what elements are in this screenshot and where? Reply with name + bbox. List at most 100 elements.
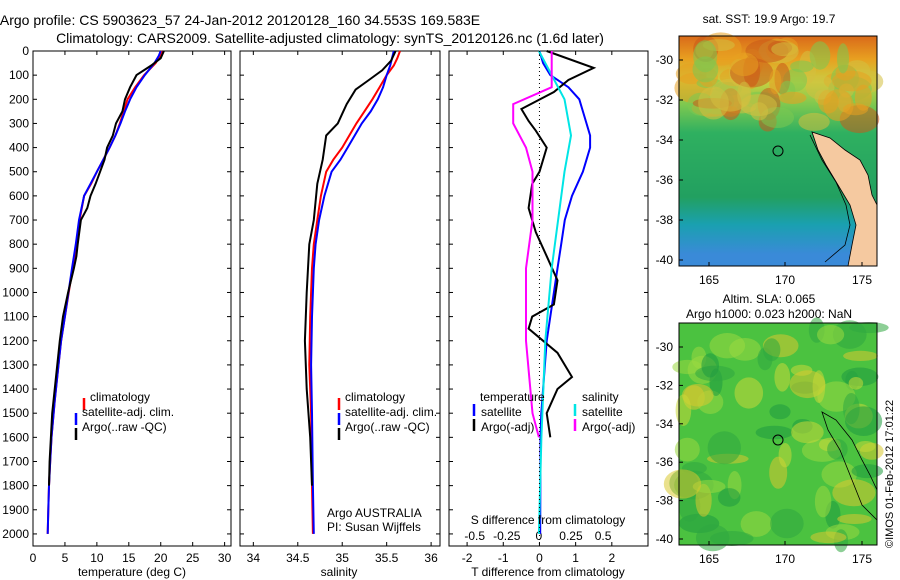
map-texture xyxy=(769,69,782,95)
legend-s-satellite: satellite xyxy=(582,405,623,419)
x-tick-label: -2 xyxy=(462,551,473,565)
figure-title-line1: Argo profile: CS 5903623_57 24-Jan-2012 … xyxy=(0,12,481,28)
map-y-tick-label: -38 xyxy=(656,494,674,508)
legend-s-argo: Argo(-adj) xyxy=(582,420,635,434)
y-tick-label: 1100 xyxy=(3,310,29,324)
map-texture xyxy=(810,531,847,544)
x-tick-label: 0 xyxy=(30,551,37,565)
x-tick-label: 34.5 xyxy=(286,551,310,565)
y-tick-label: 500 xyxy=(9,165,29,179)
y-tick-label: 1500 xyxy=(2,406,29,420)
map-y-tick-label: -36 xyxy=(656,173,674,187)
map-x-tick-label: 170 xyxy=(775,552,795,566)
map-texture xyxy=(763,338,781,362)
x-tick-label: 35 xyxy=(336,551,350,565)
legend-satellite-adj: satellite-adj. clim. xyxy=(82,405,174,419)
map-texture xyxy=(740,511,772,537)
legend-t-argo: Argo(-adj) xyxy=(481,420,534,434)
y-tick-label: 700 xyxy=(9,213,29,227)
map-y-tick-label: -30 xyxy=(656,340,674,354)
map-texture xyxy=(710,531,754,546)
map-texture xyxy=(798,112,830,131)
y-tick-label: 1900 xyxy=(2,503,29,517)
map-texture xyxy=(675,394,692,427)
map-texture xyxy=(812,370,826,403)
map-texture xyxy=(770,508,804,539)
y-tick-label: 900 xyxy=(9,261,29,275)
map-texture xyxy=(701,353,719,378)
map-texture xyxy=(809,41,831,70)
series-line xyxy=(303,50,397,486)
legend-climatology: climatology xyxy=(345,390,405,404)
map-y-tick-label: -34 xyxy=(656,417,674,431)
series-line xyxy=(310,50,395,534)
map-texture xyxy=(855,441,876,452)
y-tick-label: 1200 xyxy=(2,334,29,348)
y-tick-label: 1400 xyxy=(2,382,29,396)
map-texture xyxy=(663,469,702,499)
y-tick-label: 100 xyxy=(9,68,29,82)
series-line xyxy=(519,50,597,438)
x-tick-label: -1 xyxy=(498,551,509,565)
salinity-legend: climatology satellite-adj. clim. Argo(..… xyxy=(337,390,437,440)
map-x-tick-label: 170 xyxy=(775,273,795,287)
x-tick-label: 35.5 xyxy=(375,551,399,565)
series-line xyxy=(48,50,165,486)
map-texture xyxy=(817,325,845,345)
map-texture xyxy=(682,383,714,407)
map-texture xyxy=(729,52,759,77)
map-texture xyxy=(837,514,872,524)
map-texture xyxy=(729,338,761,361)
argo-location-marker xyxy=(772,145,784,157)
argo-location-marker xyxy=(772,434,784,446)
s-tick-label: -0.25 xyxy=(493,529,521,543)
map-texture xyxy=(717,488,741,507)
map-texture xyxy=(843,350,878,361)
temperature-xlabel: temperature (deg C) xyxy=(78,565,186,579)
x-tick-label: 15 xyxy=(122,551,136,565)
map-texture xyxy=(774,363,791,392)
map-texture xyxy=(750,102,769,121)
map-texture xyxy=(832,479,876,507)
y-tick-label: 1700 xyxy=(2,454,29,468)
imos-credit: ©IMOS 01-Feb-2012 17:01:22 xyxy=(884,400,896,548)
map-x-tick-label: 165 xyxy=(699,552,719,566)
s-tick-label: -0.5 xyxy=(464,529,485,543)
map-y-tick-label: -36 xyxy=(656,455,674,469)
map-texture xyxy=(843,393,860,425)
sst-map: sat. SST: 19.9 Argo: 19.7 165 170 175 -30 -3… xyxy=(656,12,884,287)
x-tick-label: 20 xyxy=(154,551,168,565)
x-tick-label: 36 xyxy=(424,551,438,565)
salinity-xlabel: salinity xyxy=(321,565,358,579)
map-y-tick-label: -32 xyxy=(656,93,674,107)
s-tick-label: 0.25 xyxy=(559,529,583,543)
y-tick-label: 300 xyxy=(9,116,29,130)
temperature-panel: 0100200300400500600700800900100011001200… xyxy=(2,44,231,579)
y-tick-label: 200 xyxy=(9,92,29,106)
legend-satellite-adj: satellite-adj. clim. xyxy=(345,405,437,419)
map-texture xyxy=(698,86,729,120)
map-y-tick-label: -30 xyxy=(656,53,674,67)
map-texture xyxy=(837,43,849,74)
map-x-tick-label: 175 xyxy=(852,273,872,287)
y-tick-label: 1000 xyxy=(2,285,29,299)
figure-title-line2: Climatology: CARS2009. Satellite-adjuste… xyxy=(56,30,604,46)
x-tick-label: 30 xyxy=(218,551,232,565)
x-tick-label: 34 xyxy=(247,551,261,565)
x-tick-label: 2 xyxy=(608,551,615,565)
s-difference-label: S difference from climatology xyxy=(471,513,626,527)
salinity-panel: 34 34.5 35 35.5 36 climatology satellite-adj… xyxy=(239,50,441,579)
map-texture xyxy=(734,377,764,409)
y-tick-label: 400 xyxy=(9,141,29,155)
y-tick-label: 800 xyxy=(9,237,29,251)
map-texture xyxy=(791,421,824,444)
difference-panel: -2 -1 0 1 2-0.5 -0.25 0 0.25 0.5 temperature sat… xyxy=(448,50,649,579)
map-texture xyxy=(769,404,791,420)
map-y-tick-label: -40 xyxy=(656,253,674,267)
map-texture xyxy=(851,464,884,479)
map-x-tick-label: 165 xyxy=(699,273,719,287)
bathymetry-contour xyxy=(809,134,851,263)
legend-argo: Argo(..raw -QC) xyxy=(82,420,167,434)
t-difference-label: T difference from climatology xyxy=(471,565,625,579)
